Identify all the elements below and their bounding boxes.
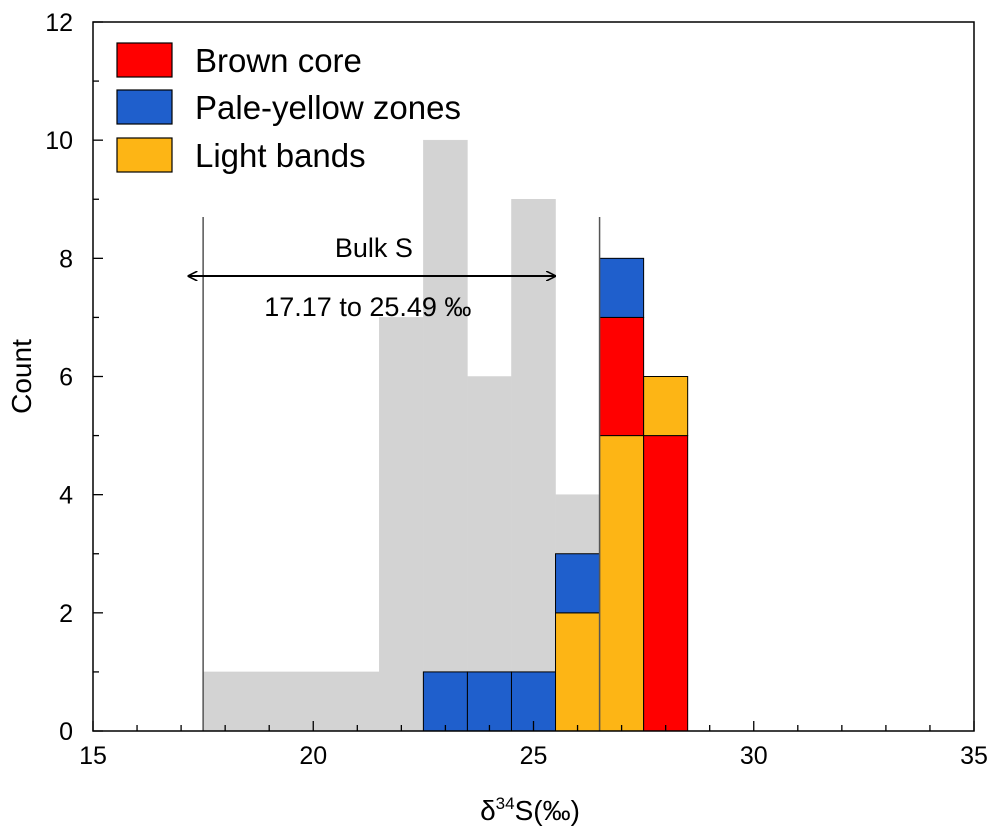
axes: 15 20 25 30 35 0 2 4 6 8 10 12 δ34S(‰) Count	[6, 9, 988, 826]
x-axis-title-prefix: δ	[480, 795, 496, 826]
x-tick-label: 25	[520, 742, 548, 770]
y-axis-title: Count	[6, 339, 37, 414]
legend-swatch	[116, 137, 173, 173]
bar-brown-core	[599, 316, 645, 437]
x-axis-title-superscript: 34	[496, 794, 515, 813]
bar-light-bands	[599, 435, 645, 732]
y-tick-label: 6	[59, 364, 73, 392]
y-tick-label: 0	[59, 718, 73, 746]
legend-label: Brown core	[195, 42, 362, 79]
stacked-bars	[422, 257, 689, 732]
y-tick-label: 10	[45, 127, 73, 155]
bar-light-bands	[555, 612, 601, 732]
x-tick-label: 35	[960, 742, 988, 770]
y-tick-label: 2	[59, 600, 73, 628]
bulk-annotation: Bulk S 17.17 to 25.49 ‰	[189, 216, 601, 731]
bar-pale-yellow-zones	[422, 671, 468, 732]
y-tick-label: 12	[45, 9, 73, 37]
y-tick-label: 4	[59, 482, 73, 510]
x-axis-title-suffix: S(‰)	[515, 795, 580, 826]
x-tick-label: 30	[740, 742, 768, 770]
bar-pale-yellow-zones	[466, 671, 512, 732]
bar-pale-yellow-zones	[599, 257, 645, 318]
bar-brown-core	[643, 435, 689, 732]
legend-swatch	[116, 42, 173, 78]
legend-swatch	[116, 89, 173, 125]
bulk-range-text: 17.17 to 25.49 ‰	[264, 292, 471, 322]
legend-label: Pale-yellow zones	[195, 89, 461, 126]
x-tick-label: 20	[299, 742, 327, 770]
bulk-title: Bulk S	[335, 233, 413, 263]
bulk-bar	[202, 671, 380, 732]
x-axis-title: δ34S(‰)	[480, 794, 580, 826]
bulk-bar	[379, 317, 424, 732]
y-tick-label: 8	[59, 245, 73, 273]
bulk-histogram	[202, 139, 600, 732]
legend: Brown core Pale-yellow zones Light bands	[116, 42, 461, 174]
x-tick-label: 15	[79, 742, 107, 770]
legend-label: Light bands	[195, 137, 366, 174]
bulk-bar	[511, 199, 556, 732]
bar-light-bands	[643, 376, 689, 437]
bulk-bar	[423, 139, 468, 732]
bar-pale-yellow-zones	[555, 553, 601, 614]
